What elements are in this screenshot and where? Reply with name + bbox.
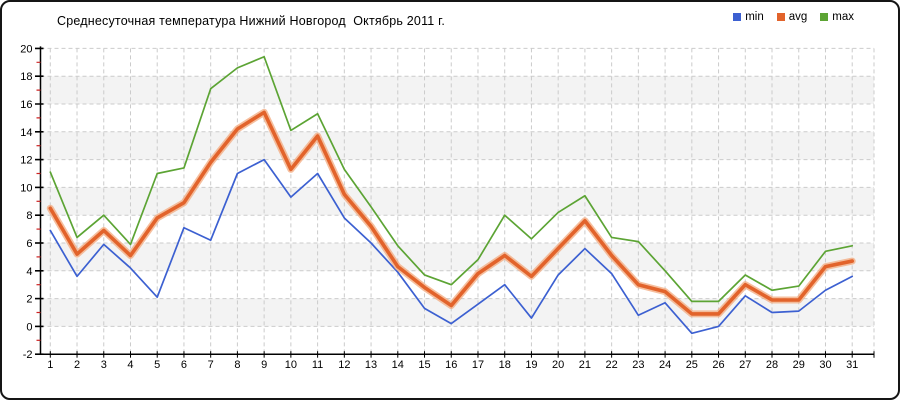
x-tick-label: 6: [181, 359, 187, 371]
x-tick-label: 16: [445, 359, 457, 371]
x-tick-label: 22: [606, 359, 618, 371]
y-tick-label: 16: [20, 99, 32, 111]
plot-band: [40, 76, 874, 104]
x-tick-label: 13: [365, 359, 377, 371]
legend-label-max: max: [832, 11, 854, 23]
x-tick-label: 1: [47, 359, 53, 371]
x-tick-label: 28: [766, 359, 778, 371]
legend-label-min: min: [745, 11, 764, 23]
chart-title: Среднесуточная температура Нижний Новгор…: [57, 14, 446, 28]
legend-swatch-max: [820, 13, 829, 21]
x-tick-label: 25: [686, 359, 698, 371]
y-tick-label: 12: [20, 155, 32, 167]
y-tick-label: 4: [26, 266, 32, 278]
x-tick-label: 27: [739, 359, 751, 371]
x-tick-label: 7: [208, 359, 214, 371]
series-line-min: [49, 158, 854, 335]
legend-swatch-min: [733, 13, 742, 21]
series-line-avg: [48, 110, 855, 316]
x-tick-label: 20: [552, 359, 564, 371]
x-tick-label: 19: [525, 359, 537, 371]
y-tick-label: 18: [20, 71, 32, 83]
x-tick-label: 14: [392, 359, 404, 371]
plot-band: [40, 131, 874, 160]
x-tick-label: 21: [579, 359, 591, 371]
y-tick-label: 2: [26, 294, 32, 306]
y-tick-label: -2: [23, 349, 33, 361]
x-tick-label: 10: [285, 359, 297, 371]
x-tick-label: 5: [154, 359, 160, 371]
x-tick-label: 29: [793, 359, 805, 371]
x-tick-label: 18: [499, 359, 511, 371]
y-tick-label: 14: [20, 127, 32, 139]
y-tick-label: 10: [20, 182, 32, 194]
x-tick-label: 3: [101, 359, 107, 371]
y-tick-label: 20: [20, 43, 32, 55]
x-tick-label: 24: [659, 359, 671, 371]
legend-swatch-avg: [776, 13, 785, 21]
legend-item-min: min: [733, 11, 764, 23]
legend-item-max: max: [820, 11, 854, 23]
legend-item-avg: avg: [776, 11, 808, 23]
plot-band: [40, 243, 874, 271]
x-tick-label: 17: [472, 359, 484, 371]
x-tick-label: 11: [312, 359, 323, 371]
x-tick-label: 31: [846, 359, 858, 371]
series-line-max: [49, 55, 854, 303]
x-tick-label: 2: [74, 359, 80, 371]
x-tick-label: 8: [234, 359, 240, 371]
y-tick-label: 8: [26, 210, 32, 222]
x-tick-label: 23: [632, 359, 644, 371]
legend-label-avg: avg: [788, 11, 808, 23]
x-tick-label: 15: [418, 359, 430, 371]
y-tick-label: 6: [26, 238, 32, 250]
x-tick-label: 26: [712, 359, 724, 371]
y-tick-label: 0: [26, 321, 32, 333]
x-tick-label: 12: [338, 359, 350, 371]
x-tick-label: 4: [127, 359, 133, 371]
x-tick-label: 9: [261, 359, 267, 371]
legend: min avg max: [733, 11, 854, 23]
x-tick-label: 30: [819, 359, 831, 371]
